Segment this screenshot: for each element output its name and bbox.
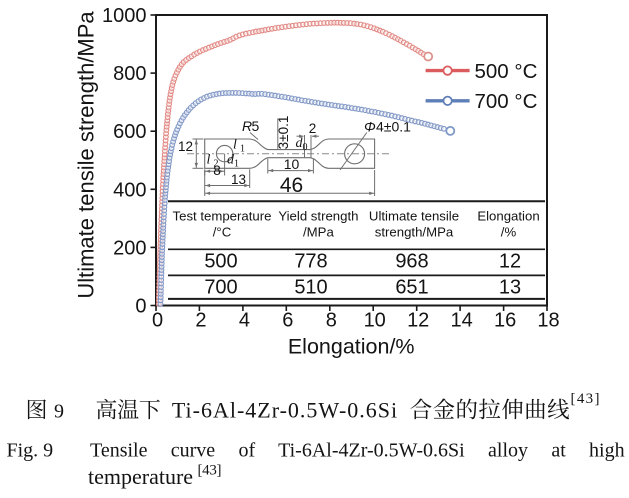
svg-text:12: 12 (178, 139, 193, 154)
svg-text:Tensile curve of Ti-6Al-4Zr-0.: Tensile curve of Ti-6Al-4Zr-0.5W-0.6Si a… (90, 440, 625, 462)
svg-text:1: 1 (240, 144, 245, 155)
svg-text:14: 14 (450, 310, 472, 332)
svg-text:l: l (207, 153, 211, 168)
svg-text:3±0.1: 3±0.1 (276, 116, 291, 150)
svg-text:strength/MPa: strength/MPa (375, 224, 454, 239)
svg-text:8: 8 (326, 310, 337, 332)
svg-text:9: 9 (54, 401, 64, 423)
svg-text:12: 12 (499, 251, 521, 273)
svg-text:10: 10 (284, 156, 300, 172)
svg-text:d: d (227, 153, 235, 168)
svg-text:510: 510 (294, 277, 327, 299)
svg-text:200: 200 (113, 237, 146, 259)
svg-text:R: R (242, 118, 252, 134)
svg-text:/MPa: /MPa (303, 224, 334, 239)
svg-text:Elongation: Elongation (477, 209, 539, 224)
svg-text:968: 968 (395, 251, 428, 273)
svg-text:d: d (296, 136, 304, 151)
svg-text:0: 0 (152, 310, 163, 332)
svg-text:700 °C: 700 °C (475, 90, 538, 113)
svg-text:10: 10 (364, 310, 386, 332)
svg-text:Fig. 9: Fig. 9 (7, 440, 54, 462)
svg-text:16: 16 (494, 310, 516, 332)
svg-text:Ti-6Al-4Zr-0.5W-0.6Si: Ti-6Al-4Zr-0.5W-0.6Si (172, 398, 397, 423)
svg-text:Yield strength: Yield strength (278, 209, 358, 224)
svg-text:Ultimate tensile: Ultimate tensile (369, 209, 459, 224)
svg-text:1000: 1000 (102, 5, 147, 27)
svg-text:13: 13 (231, 172, 246, 187)
svg-text:651: 651 (395, 277, 428, 299)
svg-text:6: 6 (282, 310, 293, 332)
svg-text:13: 13 (499, 277, 521, 299)
svg-text:778: 778 (294, 251, 327, 273)
svg-text:800: 800 (113, 63, 146, 85)
svg-text:700: 700 (204, 277, 237, 299)
svg-text:0: 0 (135, 296, 146, 318)
svg-text:[43]: [43] (198, 463, 222, 479)
svg-text:2: 2 (214, 159, 219, 170)
svg-text:5: 5 (252, 118, 260, 134)
svg-text:46: 46 (280, 174, 303, 197)
svg-text:0: 0 (303, 142, 308, 153)
svg-text:500: 500 (204, 251, 237, 273)
svg-text:/°C: /°C (213, 224, 232, 239)
svg-text:Test temperature: Test temperature (173, 209, 272, 224)
svg-text:2: 2 (309, 121, 317, 136)
svg-text:12: 12 (407, 310, 429, 332)
svg-text:8: 8 (213, 163, 221, 178)
svg-text:l: l (233, 138, 237, 153)
svg-text:/%: /% (501, 224, 517, 239)
svg-text:2: 2 (195, 310, 206, 332)
svg-text:temperature: temperature (88, 464, 193, 489)
svg-text:4: 4 (239, 310, 250, 332)
svg-text:1: 1 (234, 159, 239, 170)
svg-text:Ultimate tensile strength/MPa: Ultimate tensile strength/MPa (74, 11, 99, 299)
svg-text:18: 18 (537, 310, 559, 332)
svg-text:600: 600 (113, 121, 146, 143)
svg-text:4±0.1: 4±0.1 (376, 119, 411, 135)
svg-text:400: 400 (113, 179, 146, 201)
svg-text:[43]: [43] (571, 391, 600, 407)
svg-text:Elongation/%: Elongation/% (288, 335, 415, 359)
svg-text:Φ: Φ (364, 119, 376, 135)
svg-text:500 °C: 500 °C (475, 60, 538, 83)
